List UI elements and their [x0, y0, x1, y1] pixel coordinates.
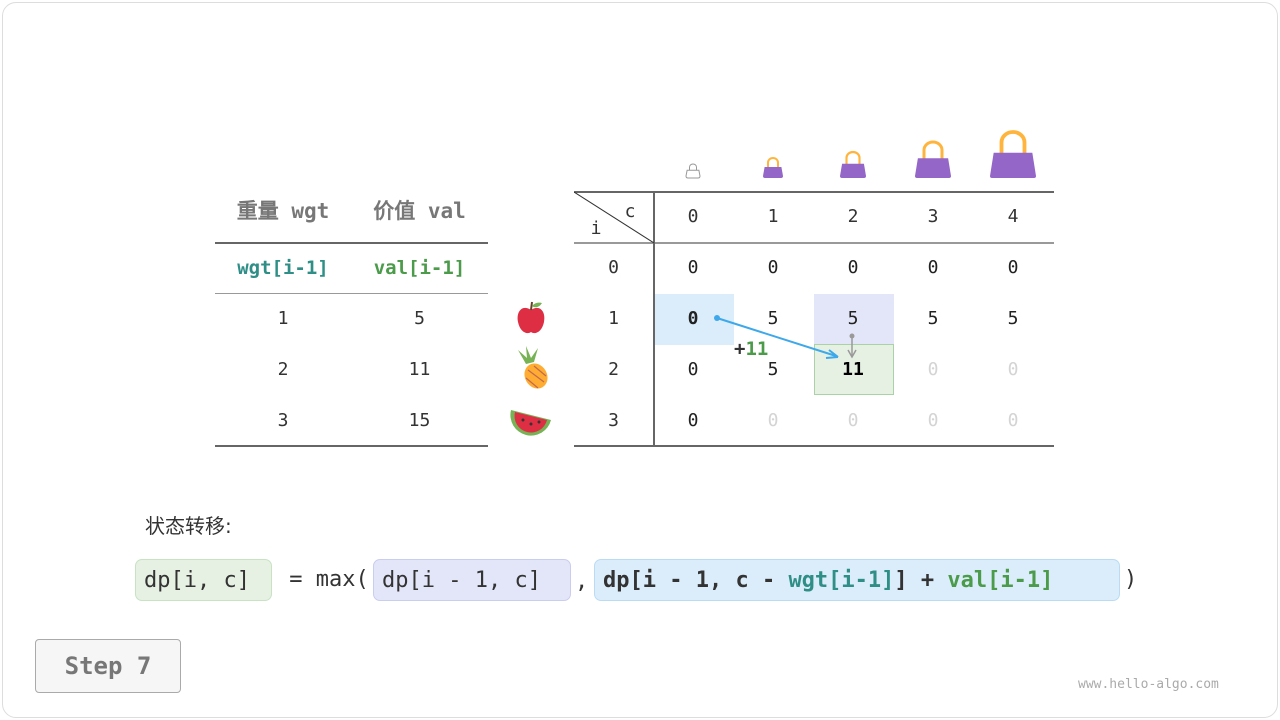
- subheader-val: val[i-1]: [373, 257, 466, 279]
- col-header: 4: [1007, 206, 1019, 227]
- item-weight: 3: [277, 410, 289, 431]
- dp-cell: 5: [1007, 308, 1019, 329]
- formula-wgt: wgt[i-1]: [788, 568, 895, 593]
- dp-cell: 0: [687, 257, 699, 278]
- row-header: 1: [608, 308, 619, 329]
- col-header: 3: [927, 206, 939, 227]
- formula-max: = max(: [276, 567, 369, 592]
- apple-icon: [517, 301, 545, 334]
- formula-comma: ,: [575, 569, 589, 594]
- formula-lhs: dp[i, c]: [135, 559, 272, 601]
- formula-option2: dp[i - 1, c - wgt[i-1]] + val[i-1]: [594, 559, 1120, 601]
- divider: [574, 191, 1054, 193]
- header-wgt: 重量 wgt: [236, 199, 330, 223]
- corner-col-label: c: [624, 201, 636, 222]
- corner-row-label: i: [590, 218, 602, 239]
- dp-cell: 0: [1007, 410, 1019, 431]
- dp-cell: 0: [1007, 257, 1019, 278]
- dp-cell: 0: [847, 410, 859, 431]
- dp-cell: 5: [847, 308, 859, 329]
- divider: [215, 242, 488, 244]
- empty-bag-icon: [685, 163, 701, 179]
- step-button[interactable]: Step 7: [35, 639, 181, 693]
- dp-cell: 5: [767, 359, 779, 380]
- row-header: 0: [608, 257, 619, 278]
- bag-icon: [915, 140, 951, 178]
- item-value: 11: [408, 359, 431, 380]
- dp-cell: 0: [847, 257, 859, 278]
- dp-cell: 5: [767, 308, 779, 329]
- plus-sign: +: [734, 338, 746, 360]
- row-header: 3: [608, 410, 619, 431]
- row-header: 2: [608, 359, 619, 380]
- formula-close: ): [1124, 567, 1138, 592]
- formula-option2-b: ] +: [894, 568, 948, 593]
- header-val: 价值 val: [373, 199, 466, 223]
- bag-icon: [840, 150, 866, 178]
- col-header: 2: [847, 206, 859, 227]
- divider: [215, 445, 488, 447]
- formula-label: 状态转移:: [145, 514, 232, 538]
- subheader-wgt: wgt[i-1]: [237, 257, 329, 279]
- corner-diagonal: [574, 192, 654, 243]
- dp-cell: 0: [767, 410, 779, 431]
- item-value: 5: [414, 308, 425, 329]
- item-weight: 2: [277, 359, 289, 380]
- divider: [574, 242, 1054, 244]
- dp-cell: 0: [927, 257, 939, 278]
- col-header: 0: [687, 206, 699, 227]
- dp-cell: 0: [927, 359, 939, 380]
- dp-cell: 0: [687, 359, 699, 380]
- divider: [215, 293, 488, 294]
- dp-cell: 5: [927, 308, 939, 329]
- dp-cell: 0: [1007, 359, 1019, 380]
- watermark: www.hello-algo.com: [1078, 677, 1219, 692]
- pineapple-icon: [518, 346, 548, 389]
- bag-icon: [990, 130, 1036, 178]
- item-weight: 1: [277, 308, 289, 329]
- divider: [574, 445, 1054, 447]
- value-annotation: +11: [734, 338, 768, 360]
- dp-cell: 0: [767, 257, 779, 278]
- formula-option2-a: dp[i - 1, c -: [603, 568, 789, 593]
- formula-val: val[i-1]: [947, 568, 1054, 593]
- dp-cell: 0: [687, 308, 699, 329]
- dp-cell: 0: [687, 410, 699, 431]
- dp-cell: 0: [927, 410, 939, 431]
- formula-option1: dp[i - 1, c]: [373, 559, 571, 601]
- col-header: 1: [767, 206, 779, 227]
- item-value: 15: [408, 410, 431, 431]
- watermelon-icon: [510, 410, 551, 436]
- plus-value: 11: [745, 338, 769, 360]
- dp-cell: 11: [842, 359, 864, 380]
- divider: [653, 192, 655, 446]
- bag-icon: [763, 157, 783, 178]
